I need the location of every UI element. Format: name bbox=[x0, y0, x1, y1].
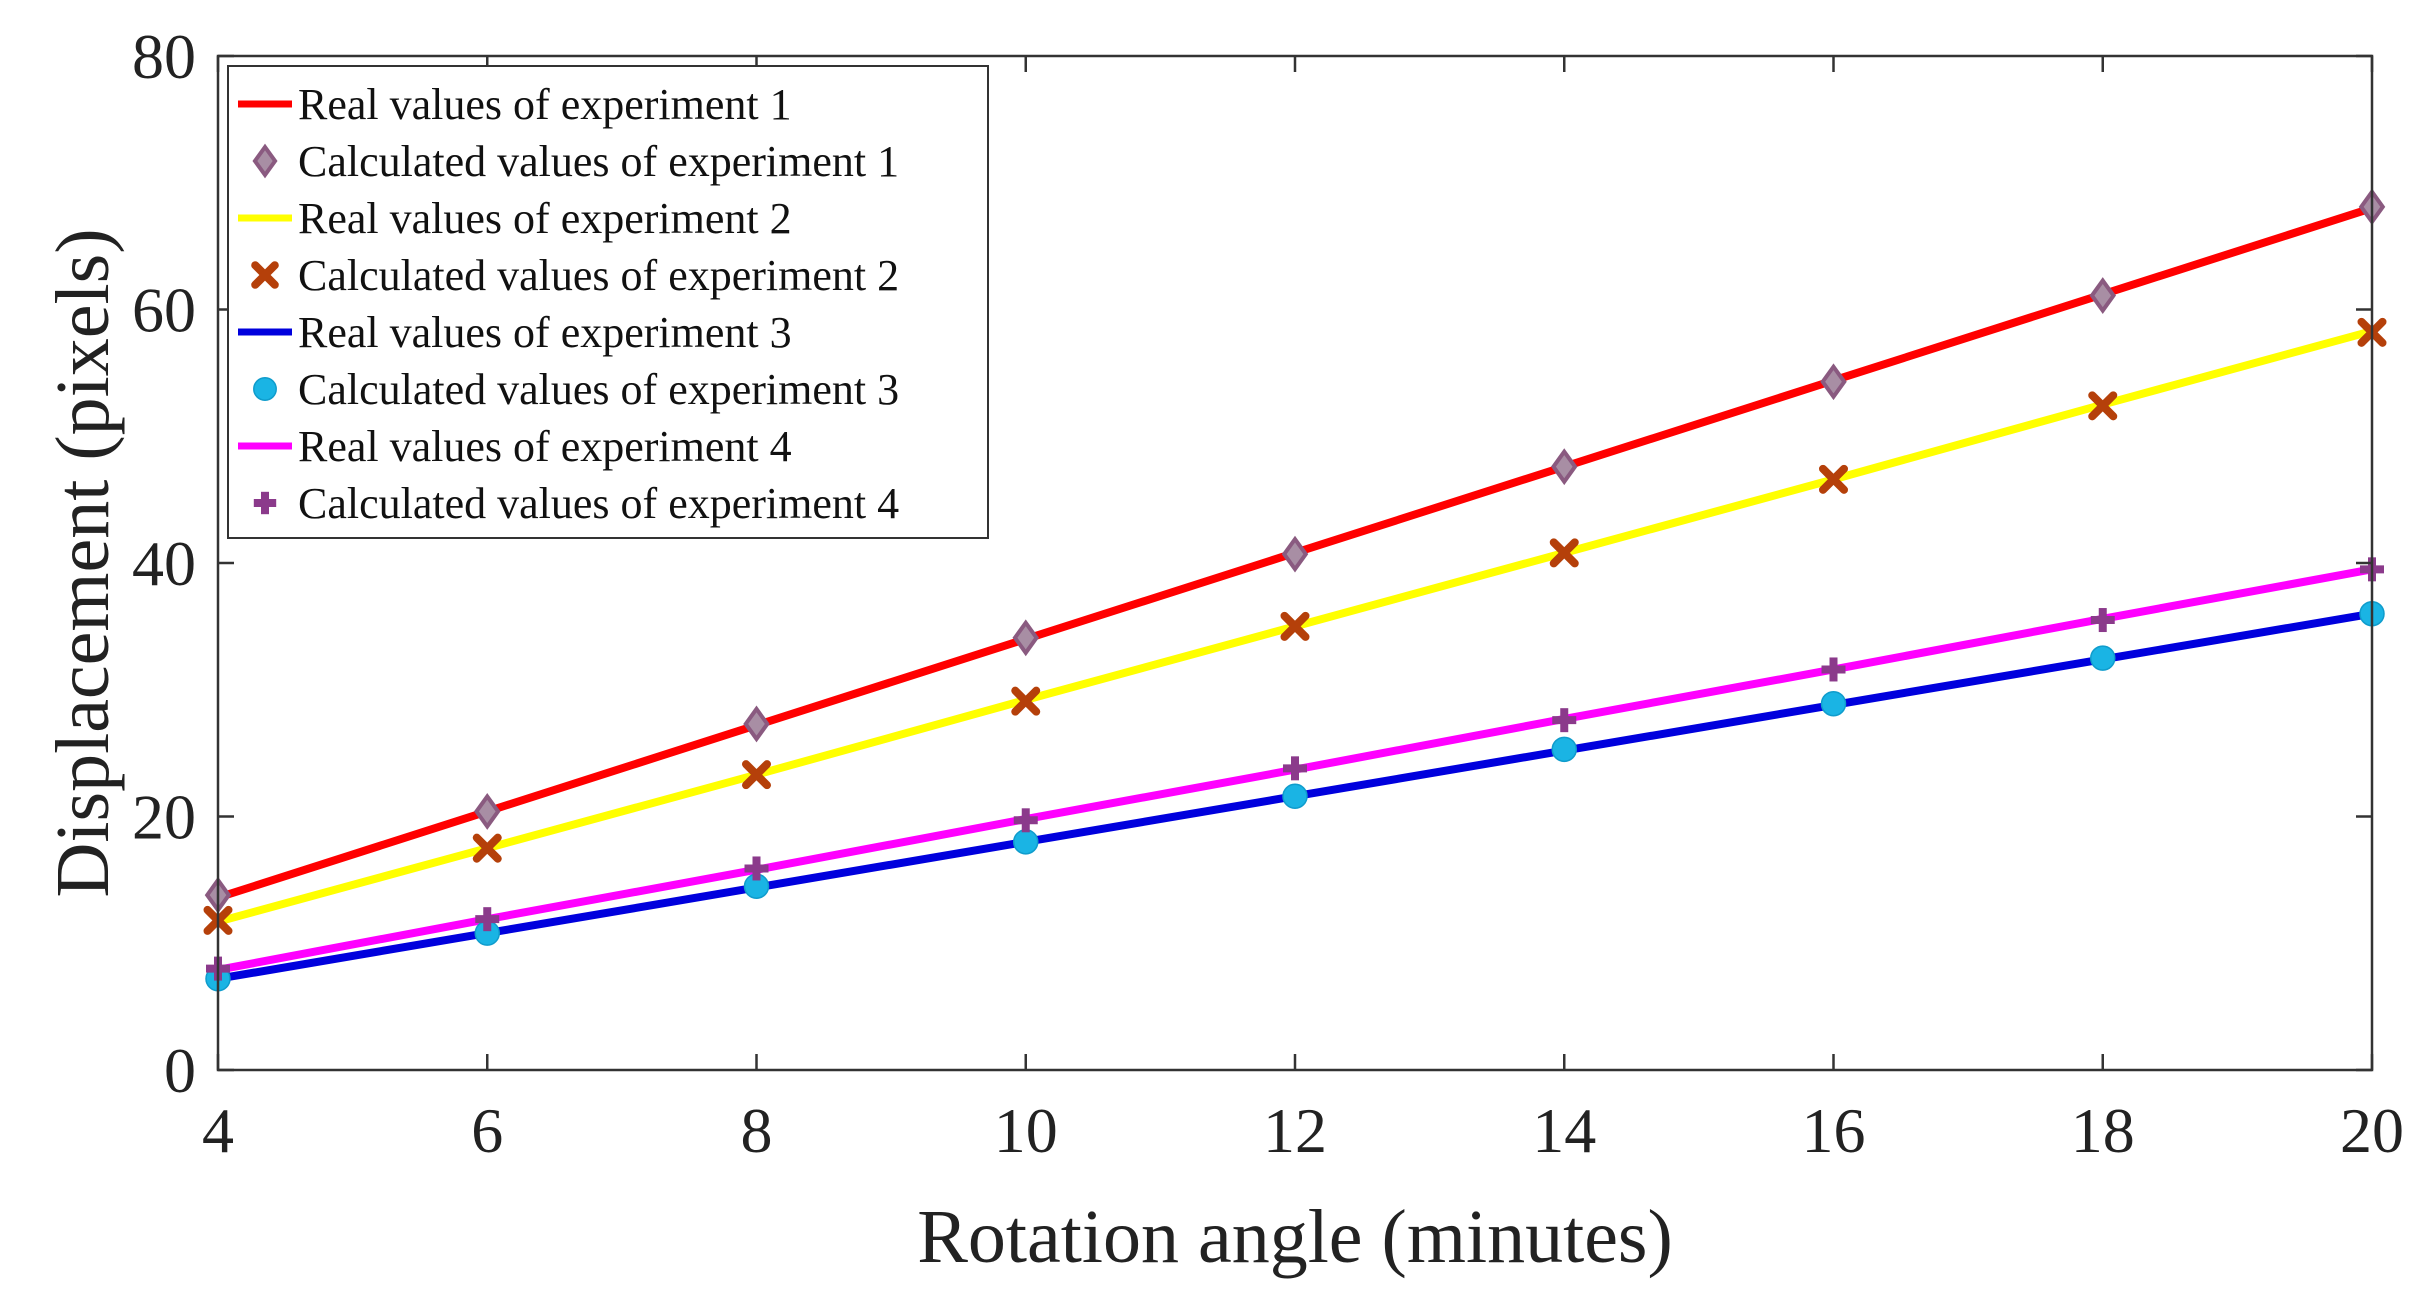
data-point-x bbox=[1011, 686, 1041, 716]
x-axis-title: Rotation angle (minutes) bbox=[917, 1195, 1673, 1279]
x-tick-label: 20 bbox=[2340, 1095, 2404, 1166]
data-point-x bbox=[1819, 464, 1848, 494]
legend-entry: Real values of experiment 3 bbox=[238, 308, 792, 357]
data-point-circle bbox=[2090, 645, 2116, 671]
data-point-x-stroke bbox=[1549, 538, 1579, 568]
legend-label: Real values of experiment 1 bbox=[298, 80, 792, 129]
data-point-plus bbox=[1552, 708, 1577, 733]
data-point-plus bbox=[475, 907, 500, 932]
legend-entry: Calculated values of experiment 4 bbox=[253, 479, 899, 528]
x-tick-label: 8 bbox=[741, 1095, 773, 1166]
data-point-x-stroke bbox=[742, 760, 771, 790]
data-point-x bbox=[2088, 391, 2118, 421]
data-point-plus bbox=[1821, 657, 1846, 682]
legend-box bbox=[227, 65, 989, 539]
data-point-x-stroke bbox=[1011, 686, 1041, 716]
data-point-diamond bbox=[473, 793, 501, 830]
data-point-plus bbox=[1013, 808, 1038, 833]
legend-entry: Real values of experiment 4 bbox=[238, 422, 792, 471]
data-point-x bbox=[742, 760, 771, 790]
legend-label: Calculated values of experiment 1 bbox=[298, 137, 899, 186]
data-point-x-stroke bbox=[472, 833, 502, 863]
legend-entry: Real values of experiment 2 bbox=[238, 194, 792, 243]
data-point-circle bbox=[1013, 829, 1039, 855]
series-markers-2 bbox=[204, 188, 2386, 914]
data-point-diamond bbox=[2089, 277, 2117, 314]
legend-marker-swatch bbox=[252, 143, 278, 179]
x-tick-label: 14 bbox=[1532, 1095, 1596, 1166]
legend-entry: Calculated values of experiment 3 bbox=[253, 365, 899, 414]
data-point-circle bbox=[1820, 690, 1847, 717]
x-tick-label: 4 bbox=[202, 1095, 234, 1166]
x-tick-label: 16 bbox=[1802, 1095, 1866, 1166]
y-tick-label: 80 bbox=[132, 21, 196, 92]
data-point-diamond bbox=[1550, 448, 1578, 486]
series-layer bbox=[203, 188, 2387, 992]
data-point-x bbox=[472, 833, 502, 863]
y-tick-label: 60 bbox=[132, 275, 196, 346]
legend-entry: Real values of experiment 1 bbox=[238, 80, 792, 129]
data-point-x-stroke bbox=[1280, 611, 1310, 641]
data-point-x-stroke bbox=[2088, 391, 2118, 421]
legend-label: Real values of experiment 2 bbox=[298, 194, 792, 243]
data-point-circle bbox=[1551, 736, 1577, 763]
legend-label: Calculated values of experiment 4 bbox=[298, 479, 899, 528]
data-point-plus bbox=[2090, 608, 2115, 633]
legend-label: Calculated values of experiment 2 bbox=[298, 251, 899, 300]
data-point-diamond bbox=[1281, 535, 1309, 573]
legend-label: Real values of experiment 4 bbox=[298, 422, 792, 471]
x-tick-label: 6 bbox=[471, 1095, 503, 1166]
legend: Real values of experiment 1 Calculated va… bbox=[227, 65, 989, 539]
legend-entry: Calculated values of experiment 2 bbox=[251, 251, 899, 300]
legend-label: Real values of experiment 3 bbox=[298, 308, 792, 357]
data-point-x bbox=[1549, 538, 1579, 568]
legend-entry: Calculated values of experiment 1 bbox=[252, 137, 899, 186]
data-point-x-stroke bbox=[1819, 464, 1848, 494]
data-point-x bbox=[1280, 611, 1310, 641]
x-tick-label: 12 bbox=[1263, 1095, 1327, 1166]
x-tick-label: 18 bbox=[2071, 1095, 2135, 1166]
legend-marker-swatch-stroke bbox=[251, 261, 279, 289]
y-tick-label: 0 bbox=[164, 1035, 196, 1106]
data-point-diamond bbox=[1820, 363, 1847, 401]
data-point-diamond bbox=[743, 705, 770, 743]
ticks-layer: 4 6 8 10 12 14 16 18 20 0 20 40 60 80 bbox=[132, 21, 2404, 1166]
x-tick-label: 10 bbox=[994, 1095, 1058, 1166]
legend-marker-swatch bbox=[251, 261, 279, 289]
y-tick-label: 20 bbox=[132, 782, 196, 853]
legend-label: Calculated values of experiment 3 bbox=[298, 365, 899, 414]
y-tick-label: 40 bbox=[132, 528, 196, 599]
y-axis-title: Displacement (pixels) bbox=[41, 228, 125, 897]
data-point-plus bbox=[744, 856, 769, 881]
data-point-diamond bbox=[1012, 619, 1040, 657]
legend-marker-swatch bbox=[253, 377, 277, 401]
data-point-circle bbox=[1282, 783, 1308, 809]
data-point-plus bbox=[1283, 756, 1307, 781]
legend-marker-swatch bbox=[253, 491, 277, 515]
